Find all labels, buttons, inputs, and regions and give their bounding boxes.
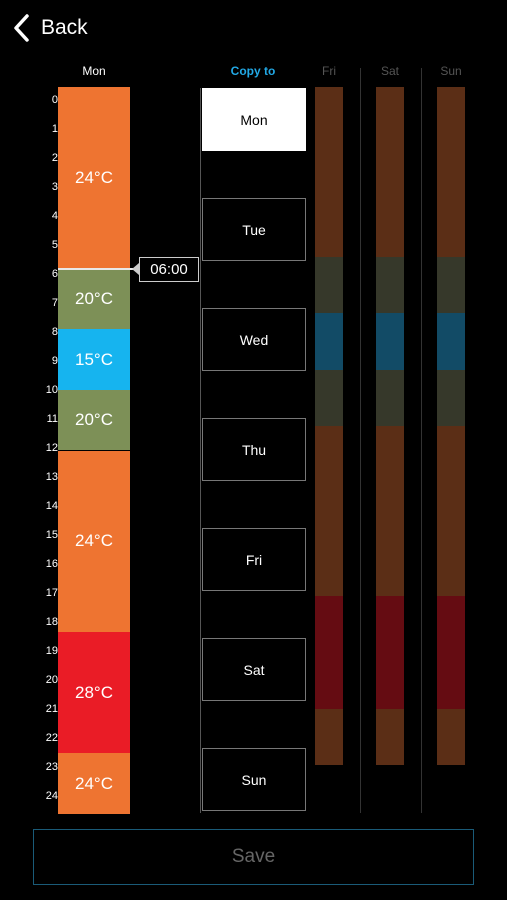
copy-to-tue-button[interactable]: Tue bbox=[202, 198, 306, 261]
hour-label: 9 bbox=[51, 355, 58, 367]
preview-label-sun: Sun bbox=[440, 64, 462, 78]
preview-segment bbox=[437, 313, 465, 370]
chevron-left-icon bbox=[14, 14, 29, 42]
hour-label: 10 bbox=[45, 384, 58, 396]
preview-label-sat: Sat bbox=[380, 64, 399, 78]
temperature-segment[interactable]: 24°C bbox=[58, 87, 130, 269]
preview-segment bbox=[437, 595, 465, 709]
schedule-bar[interactable]: 24°C 20°C 15°C 20°C 24°C 28°C 24°C bbox=[58, 87, 130, 814]
preview-label-fri: Fri bbox=[322, 64, 336, 78]
copy-to-sat-button[interactable]: Sat bbox=[202, 638, 306, 701]
temperature-segment[interactable]: 20°C bbox=[58, 268, 130, 330]
hour-label: 1 bbox=[51, 123, 58, 135]
back-label: Back bbox=[41, 16, 88, 39]
day-label: Mon bbox=[82, 64, 106, 78]
hour-label: 8 bbox=[51, 326, 58, 338]
hour-label: 22 bbox=[45, 732, 58, 744]
time-marker-arrow bbox=[132, 262, 139, 275]
preview-segment bbox=[376, 708, 404, 765]
temperature-segment[interactable]: 24°C bbox=[58, 753, 130, 814]
preview-column-fri bbox=[315, 87, 343, 765]
preview-segment bbox=[437, 87, 465, 257]
hour-label: 7 bbox=[51, 297, 58, 309]
hour-label: 21 bbox=[45, 703, 58, 715]
hour-label: 5 bbox=[51, 239, 58, 251]
preview-segment bbox=[315, 87, 343, 257]
preview-segment bbox=[315, 595, 343, 709]
hour-label: 24 bbox=[45, 790, 58, 802]
hour-label: 19 bbox=[45, 645, 58, 657]
copy-to-list: Mon Tue Wed Thu Fri Sat Sun bbox=[200, 88, 307, 813]
hour-label: 23 bbox=[45, 761, 58, 773]
preview-segment bbox=[437, 369, 465, 426]
preview-segment bbox=[376, 256, 404, 313]
preview-column-sun bbox=[437, 87, 465, 765]
preview-segment bbox=[315, 369, 343, 426]
preview-segment bbox=[315, 256, 343, 313]
hour-label: 20 bbox=[45, 674, 58, 686]
time-marker-label[interactable]: 06:00 bbox=[139, 256, 199, 282]
preview-segment bbox=[376, 369, 404, 426]
preview-segment bbox=[437, 426, 465, 596]
preview-segment bbox=[315, 708, 343, 765]
preview-segment bbox=[376, 595, 404, 709]
hour-label: 6 bbox=[51, 268, 58, 280]
column-divider bbox=[421, 68, 422, 813]
hour-label: 0 bbox=[51, 94, 58, 106]
hour-label: 17 bbox=[45, 587, 58, 599]
copy-to-fri-button[interactable]: Fri bbox=[202, 528, 306, 591]
hour-label: 3 bbox=[51, 181, 58, 193]
preview-segment bbox=[376, 87, 404, 257]
hour-label: 2 bbox=[51, 152, 58, 164]
preview-segment bbox=[437, 256, 465, 313]
hour-label: 13 bbox=[45, 471, 58, 483]
preview-segment bbox=[437, 708, 465, 765]
copy-to-mon-button[interactable]: Mon bbox=[202, 88, 306, 151]
preview-segment bbox=[315, 313, 343, 370]
temperature-segment[interactable]: 15°C bbox=[58, 329, 130, 390]
preview-segment bbox=[376, 313, 404, 370]
column-divider bbox=[360, 68, 361, 813]
copy-to-wed-button[interactable]: Wed bbox=[202, 308, 306, 371]
hour-label: 12 bbox=[45, 442, 58, 454]
hour-label: 16 bbox=[45, 558, 58, 570]
temperature-segment[interactable]: 24°C bbox=[58, 450, 130, 633]
temperature-segment[interactable]: 28°C bbox=[58, 632, 130, 754]
hour-label: 11 bbox=[46, 413, 58, 425]
copy-to-title: Copy to bbox=[230, 64, 276, 78]
preview-segment bbox=[376, 426, 404, 596]
save-button[interactable]: Save bbox=[33, 829, 474, 885]
copy-to-thu-button[interactable]: Thu bbox=[202, 418, 306, 481]
preview-segment bbox=[315, 426, 343, 596]
hour-label: 4 bbox=[51, 210, 58, 222]
hour-label: 15 bbox=[45, 529, 58, 541]
back-button[interactable]: Back bbox=[12, 10, 88, 46]
copy-to-sun-button[interactable]: Sun bbox=[202, 748, 306, 811]
hour-label: 18 bbox=[45, 616, 58, 628]
preview-column-sat bbox=[376, 87, 404, 765]
temperature-segment[interactable]: 20°C bbox=[58, 389, 130, 451]
hour-label: 14 bbox=[45, 500, 58, 512]
time-marker-line[interactable] bbox=[58, 267, 138, 270]
